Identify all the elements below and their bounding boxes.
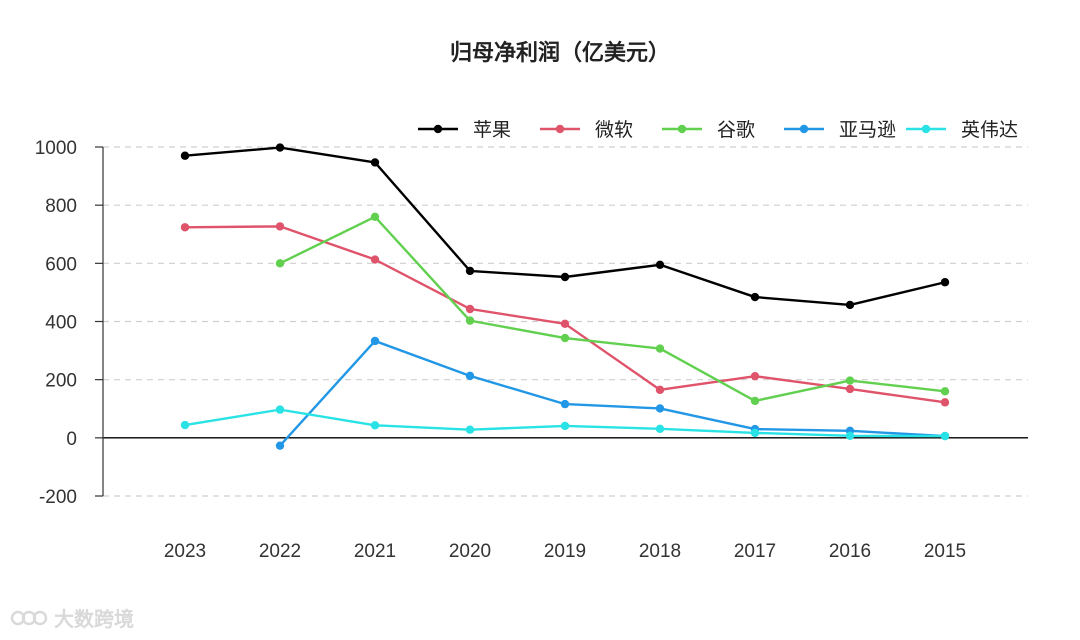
x-tick-label: 2023	[164, 541, 206, 562]
series-line	[279, 339, 946, 447]
data-point	[845, 384, 855, 394]
y-tick-label: 400	[45, 313, 77, 334]
y-tick-label: 0	[66, 429, 77, 450]
data-point	[180, 223, 190, 232]
legend-swatch-point	[433, 124, 443, 134]
legend-swatch-point	[921, 124, 931, 134]
data-point	[465, 371, 475, 381]
data-point	[465, 316, 475, 325]
legend-label: 亚马逊	[839, 119, 896, 141]
chart-title: 归母净利润（亿美元）	[450, 40, 670, 66]
data-point	[845, 300, 855, 310]
data-point	[180, 420, 190, 430]
series-2	[180, 222, 950, 407]
data-point	[370, 255, 380, 264]
y-tick-label: -200	[39, 487, 77, 508]
data-point	[275, 441, 285, 450]
data-point	[655, 404, 665, 413]
legend-item: 英伟达	[906, 119, 1018, 141]
series-line	[184, 146, 946, 307]
data-point	[655, 344, 665, 353]
series-line	[279, 215, 946, 403]
logo-icon	[10, 610, 48, 625]
y-tick-label: 600	[45, 254, 77, 275]
series-1	[180, 143, 950, 310]
legend-swatch-point	[677, 124, 687, 134]
x-tick-label: 2016	[829, 541, 871, 562]
data-point	[180, 151, 190, 160]
data-point	[845, 376, 855, 385]
y-tick-label: 800	[45, 196, 77, 217]
series-3	[275, 212, 950, 406]
x-tick-label: 2015	[924, 541, 966, 562]
series-5	[180, 405, 950, 441]
data-point	[560, 399, 570, 409]
data-point	[275, 143, 285, 152]
data-point	[560, 421, 570, 431]
legend-item: 谷歌	[662, 119, 755, 141]
x-tick-label: 2022	[259, 541, 301, 562]
legend-swatch-point	[799, 124, 809, 134]
legend-swatch-point	[555, 124, 565, 134]
data-point	[560, 333, 570, 343]
watermark-text: 大数跨境	[54, 607, 134, 631]
legend-item: 微软	[540, 119, 633, 141]
x-tick-label: 2017	[734, 541, 776, 562]
legend-label: 苹果	[473, 119, 511, 141]
data-point	[465, 304, 475, 314]
y-tick-label: 200	[45, 371, 77, 392]
watermark: 大数跨境	[10, 603, 134, 632]
x-tick-label: 2020	[449, 541, 491, 562]
data-point	[940, 387, 950, 396]
legend-label: 微软	[595, 119, 633, 141]
x-tick-label: 2019	[544, 541, 586, 562]
data-point	[465, 425, 475, 434]
legend-label: 谷歌	[717, 119, 755, 141]
data-point	[655, 424, 665, 434]
data-point	[750, 428, 760, 438]
data-point	[655, 385, 665, 395]
x-tick-label: 2021	[354, 541, 396, 562]
data-point	[560, 319, 570, 329]
data-point	[845, 431, 855, 440]
data-point	[275, 259, 285, 268]
legend-item: 苹果	[418, 119, 511, 141]
data-point	[940, 431, 950, 441]
y-tick-label: 1000	[35, 138, 77, 159]
data-point	[750, 292, 760, 302]
legend-label: 英伟达	[961, 119, 1018, 141]
data-point	[465, 266, 475, 276]
legend-item: 亚马逊	[784, 119, 896, 141]
x-tick-label: 2018	[639, 541, 681, 562]
data-point	[750, 396, 760, 406]
data-point	[370, 212, 380, 221]
data-point	[370, 158, 380, 167]
data-point	[560, 272, 570, 282]
data-point	[370, 336, 380, 346]
data-point	[275, 222, 285, 231]
data-point	[655, 260, 665, 269]
data-point	[275, 405, 285, 414]
data-point	[750, 371, 760, 381]
data-point	[370, 421, 380, 430]
data-point	[940, 278, 950, 287]
data-point	[940, 398, 950, 407]
